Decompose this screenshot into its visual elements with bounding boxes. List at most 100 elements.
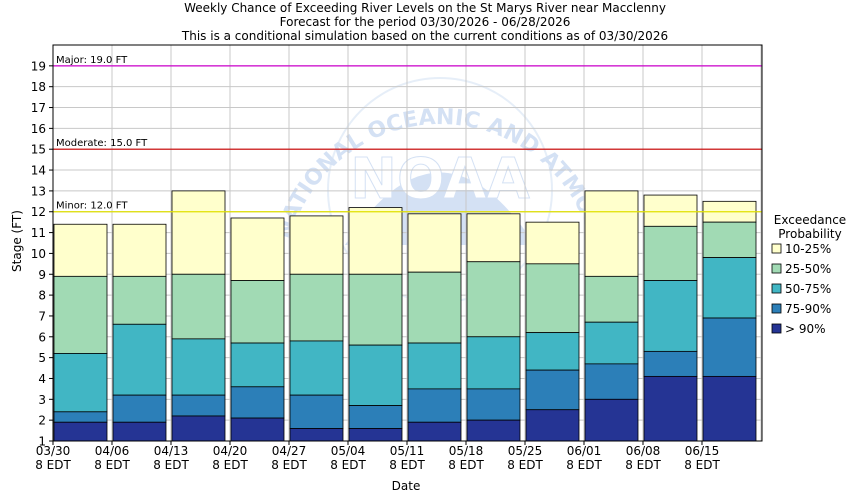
legend-title-line2: Probability [778, 227, 841, 241]
y-tick-label: 6 [38, 330, 46, 344]
legend-label: 25-50% [785, 262, 831, 276]
bar-segment [525, 409, 580, 442]
bar-segment [112, 394, 167, 423]
x-tick-label-time: 8 EDT [330, 458, 366, 472]
chart-title: Weekly Chance of Exceeding River Levels … [184, 1, 666, 15]
y-tick-label: 9 [38, 268, 46, 282]
x-tick-label-date: 05/04 [331, 444, 366, 458]
y-tick-label: 10 [31, 247, 46, 261]
bar-segment [230, 386, 285, 419]
watermark-noaa-text: NOAA [350, 147, 530, 212]
bar-segment [525, 221, 580, 265]
bar-segment [230, 342, 285, 388]
bar-segment [702, 375, 757, 442]
bar-segment [289, 273, 344, 342]
legend-swatch [771, 303, 782, 314]
bar-segment [466, 213, 521, 263]
bar-segment [584, 190, 639, 277]
bar-segment [230, 417, 285, 442]
x-tick-label-date: 04/13 [154, 444, 189, 458]
bar-segment [407, 342, 462, 390]
bar-segment [171, 190, 226, 275]
x-tick-label-date: 05/25 [508, 444, 543, 458]
bar-segment [289, 215, 344, 275]
bar-segment [171, 273, 226, 340]
y-tick-label: 19 [31, 59, 46, 73]
bar-segment [584, 363, 639, 400]
y-tick-label: 14 [31, 164, 46, 178]
y-tick-label: 5 [38, 351, 46, 365]
chart-subtitle-conditions: This is a conditional simulation based o… [181, 29, 668, 43]
bar-segment [112, 323, 167, 396]
legend-label: 75-90% [785, 302, 831, 316]
bar-segment [53, 421, 108, 442]
x-tick-label-date: 06/01 [567, 444, 602, 458]
bar-segment [643, 280, 698, 352]
bar-segment [643, 350, 698, 377]
bar-segment [171, 338, 226, 396]
bar-segment [407, 421, 462, 442]
bar-segment [525, 332, 580, 371]
legend-title-line1: Exceedance [774, 213, 846, 227]
chart-subtitle-period: Forecast for the period 03/30/2026 - 06/… [280, 15, 571, 29]
bar-segment [230, 280, 285, 344]
flood-level-label: Minor: 12.0 FT [56, 201, 128, 212]
bar-segment [348, 405, 403, 429]
x-tick-label-time: 8 EDT [212, 458, 248, 472]
bar-segment [466, 336, 521, 390]
bar-segment [466, 388, 521, 421]
x-tick-label-date: 04/20 [213, 444, 248, 458]
bar-segment [53, 275, 108, 354]
bar-segment [53, 411, 108, 423]
x-tick-label-time: 8 EDT [684, 458, 720, 472]
bar-segment [289, 340, 344, 396]
bar-segment [53, 223, 108, 277]
y-tick-label: 13 [31, 184, 46, 198]
bar-segment [525, 263, 580, 334]
x-tick-label-time: 8 EDT [389, 458, 425, 472]
bar-segment [289, 428, 344, 442]
legend-label: 50-75% [785, 282, 831, 296]
bar-segment [230, 217, 285, 281]
y-tick-label: 8 [38, 289, 46, 303]
flood-level-label: Moderate: 15.0 FT [56, 138, 148, 149]
y-tick-label: 11 [31, 226, 46, 240]
bar-segment [702, 221, 757, 258]
y-axis-label: Stage (FT) [10, 210, 24, 272]
bar-segment [348, 207, 403, 275]
bar-segment [525, 369, 580, 411]
x-tick-label-time: 8 EDT [566, 458, 602, 472]
x-tick-label-date: 04/27 [272, 444, 307, 458]
y-tick-label: 15 [31, 143, 46, 157]
bar-segment [702, 257, 757, 319]
legend-swatch [771, 243, 782, 254]
bar-segment [171, 394, 226, 417]
bar-segment [348, 344, 403, 406]
bar-segment [702, 317, 757, 377]
flood-level-label: Major: 19.0 FT [56, 55, 128, 66]
y-tick-label: 4 [38, 372, 46, 386]
bar-segment [466, 261, 521, 338]
bar-segment [289, 394, 344, 429]
bar-segment [112, 275, 167, 325]
x-tick-label-date: 06/08 [626, 444, 661, 458]
x-tick-label-time: 8 EDT [153, 458, 189, 472]
y-tick-label: 7 [38, 309, 46, 323]
y-tick-label: 1 [38, 435, 46, 449]
legend-swatch [771, 263, 782, 274]
bar-segment [643, 225, 698, 281]
x-tick-label-date: 04/06 [95, 444, 130, 458]
x-axis-label: Date [392, 479, 421, 493]
bar-segment [643, 194, 698, 227]
y-tick-label: 2 [38, 414, 46, 428]
x-tick-label-time: 8 EDT [507, 458, 543, 472]
x-tick-label-time: 8 EDT [625, 458, 661, 472]
y-tick-label: 3 [38, 393, 46, 407]
bar-segment [643, 375, 698, 442]
x-tick-label-time: 8 EDT [35, 458, 71, 472]
bar-segment [53, 353, 108, 413]
bar-segment [584, 321, 639, 365]
legend-label: 10-25% [785, 242, 831, 256]
